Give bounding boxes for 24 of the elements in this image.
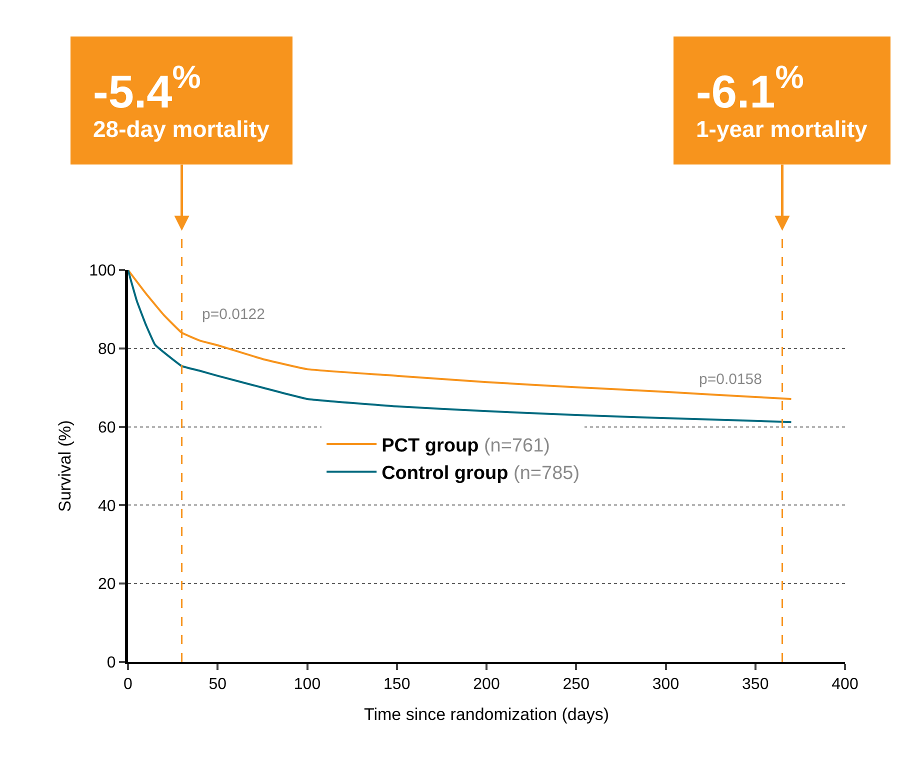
legend-label: PCT group (n=761) xyxy=(382,435,550,456)
y-axis-title: Survival (%) xyxy=(56,420,75,512)
x-tick-label: 200 xyxy=(473,676,500,694)
x-axis-title: Time since randomization (days) xyxy=(364,705,610,724)
ref-line-label: -5.4$^{%}$ 28-day mortality xyxy=(93,59,270,142)
x-tick-label: 300 xyxy=(652,676,680,694)
x-tick-label: 150 xyxy=(384,676,410,694)
y-tick-label: 20 xyxy=(98,576,116,594)
x-tick-label: 50 xyxy=(208,676,227,694)
x-tick-label: 350 xyxy=(742,676,769,694)
line-series xyxy=(128,270,792,424)
y-tick-label: 80 xyxy=(98,341,116,358)
y-tick-label: 100 xyxy=(89,262,116,280)
x-tick-label: 250 xyxy=(562,676,590,694)
y-tick-label: 60 xyxy=(98,419,116,436)
legend-label: Control group (n=785) xyxy=(382,463,580,484)
y-tick-label: 0 xyxy=(106,654,116,672)
annotation: p=0.0158 xyxy=(699,371,762,388)
ref-line-label: -6.1$^{%}$ 1-year mortality xyxy=(696,59,868,142)
y-tick-label: 40 xyxy=(98,498,116,515)
annotation: p=0.0122 xyxy=(202,306,265,323)
x-tick-label: 400 xyxy=(832,676,858,694)
x-tick-label: 0 xyxy=(124,676,133,694)
x-tick-label: 100 xyxy=(294,676,321,694)
